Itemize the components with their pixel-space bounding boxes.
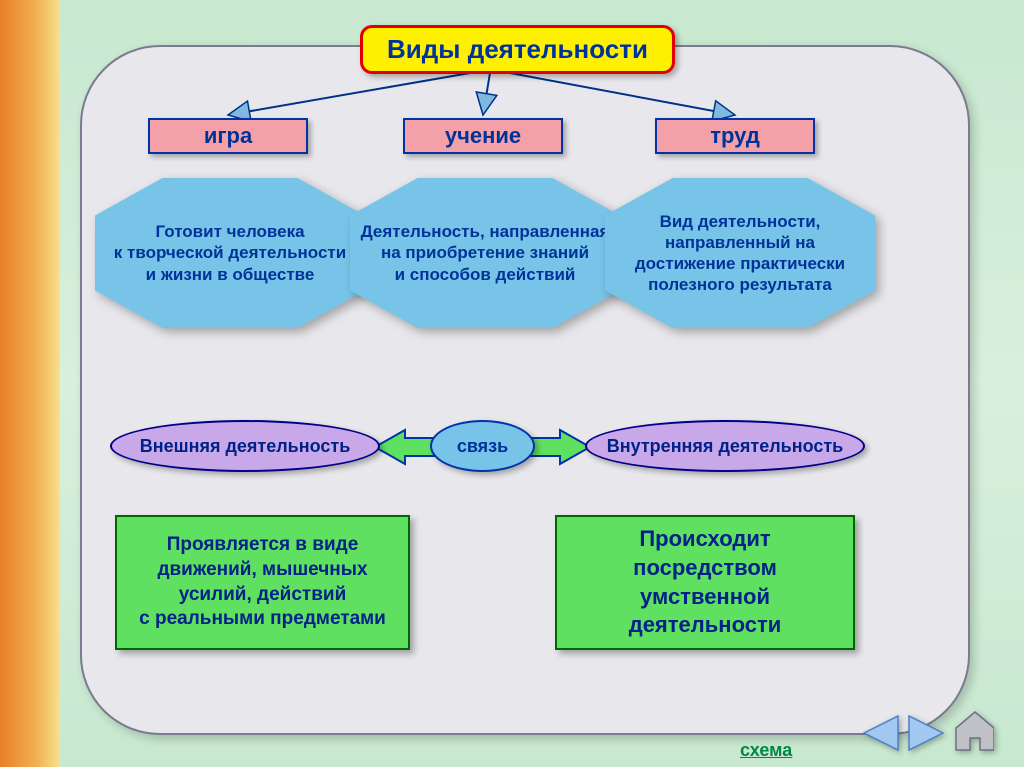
internal-description-box: Происходит посредством умственной деятел… bbox=[555, 515, 855, 650]
nav-home-button[interactable] bbox=[952, 710, 994, 752]
arrows-layer bbox=[0, 0, 1024, 767]
link-ellipse: связь bbox=[430, 420, 535, 472]
description-octagon: Готовит человека к творческой деятельнос… bbox=[95, 178, 365, 328]
nav-prev-button[interactable] bbox=[860, 712, 902, 754]
diagram-title: Виды деятельности bbox=[360, 25, 675, 74]
description-octagon: Вид деятельности, направленный на достиж… bbox=[605, 178, 875, 328]
external-activity-ellipse: Внешняя деятельность bbox=[110, 420, 380, 472]
category-труд: труд bbox=[655, 118, 815, 154]
category-игра: игра bbox=[148, 118, 308, 154]
nav-next-button[interactable] bbox=[905, 712, 947, 754]
internal-activity-ellipse: Внутренняя деятельность bbox=[585, 420, 865, 472]
external-description-box: Проявляется в виде движений, мышечных ус… bbox=[115, 515, 410, 650]
description-octagon: Деятельность, направленная на приобретен… bbox=[350, 178, 620, 328]
schema-link[interactable]: схема bbox=[740, 740, 792, 761]
category-учение: учение bbox=[403, 118, 563, 154]
